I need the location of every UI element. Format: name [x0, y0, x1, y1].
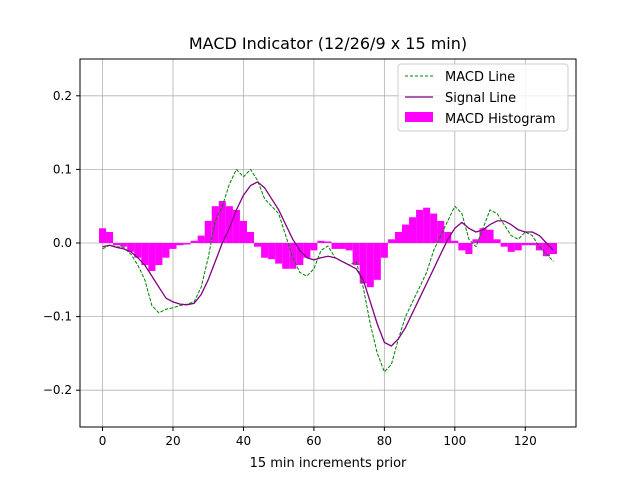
histogram-bar [268, 243, 276, 260]
histogram-bar [514, 243, 522, 251]
histogram-bar [261, 243, 269, 258]
histogram-bar [549, 243, 557, 255]
histogram-bar [317, 240, 325, 243]
histogram-bar [458, 243, 466, 251]
histogram-bar [507, 243, 515, 252]
x-tick-label: 20 [165, 434, 180, 448]
histogram-bar [479, 228, 487, 243]
histogram-bar [282, 243, 290, 269]
histogram-bar [345, 243, 353, 251]
histogram-bar [366, 243, 374, 288]
histogram-bar [500, 243, 508, 247]
histogram-bar [331, 243, 339, 249]
histogram-bar [99, 228, 107, 243]
y-tick-label: 0.2 [53, 89, 72, 103]
histogram-bar [352, 243, 360, 266]
histogram-bar [113, 243, 121, 246]
histogram-bar [289, 243, 297, 269]
legend-histogram-label: MACD Histogram [445, 112, 556, 127]
histogram-bar [401, 224, 410, 243]
histogram-bar [254, 243, 262, 247]
histogram-bar [176, 243, 184, 246]
histogram-bar [444, 231, 452, 243]
histogram-bar [465, 243, 473, 255]
histogram-bar [127, 243, 135, 252]
histogram-bar [134, 243, 142, 258]
histogram-bar [324, 241, 332, 243]
histogram-bar [394, 231, 402, 243]
axis-ticks: 0 20 40 60 80 100 120 −0.2 −0.1 0.0 0.1 0.2 [43, 89, 537, 448]
histogram-bar [246, 231, 255, 243]
x-tick-label: 100 [443, 434, 466, 448]
legend: MACD Line Signal Line MACD Histogram [397, 63, 569, 132]
legend-box [397, 63, 569, 132]
macd-line [102, 168, 554, 373]
histogram-bar [232, 209, 240, 243]
histogram-bar [528, 243, 536, 246]
x-tick-label: 0 [99, 434, 107, 448]
histogram-bar [486, 229, 494, 243]
x-tick-label: 60 [306, 434, 321, 448]
histogram-bar [197, 235, 205, 243]
histogram-bar [493, 239, 501, 243]
histogram-bar [275, 243, 283, 264]
histogram-bar [303, 243, 311, 258]
histogram-bar [190, 240, 198, 243]
histogram-bar [204, 220, 212, 243]
histogram-bar [218, 201, 226, 243]
histogram-bar [542, 243, 550, 257]
histogram-bar [148, 243, 156, 271]
legend-signal-label: Signal Line [445, 91, 516, 106]
legend-macd-label: MACD Line [445, 70, 515, 85]
histogram-bars [99, 201, 557, 288]
histogram-bar [239, 220, 247, 243]
histogram-bar [183, 243, 191, 245]
histogram-bar [120, 243, 128, 247]
histogram-bar [409, 217, 417, 243]
histogram-bar [416, 209, 424, 243]
y-tick-label: 0.1 [53, 162, 72, 176]
y-tick-label: 0.0 [53, 236, 72, 250]
histogram-bar [141, 243, 149, 266]
x-tick-label: 40 [236, 434, 251, 448]
histogram-bar [162, 243, 170, 258]
y-tick-label: −0.1 [43, 310, 72, 324]
histogram-bar [106, 231, 114, 243]
x-tick-label: 80 [377, 434, 392, 448]
x-axis-label: 15 min increments prior [250, 456, 407, 471]
histogram-bar [169, 243, 177, 249]
histogram-bar [380, 243, 388, 258]
histogram-bar [338, 243, 346, 249]
series-lines [102, 168, 554, 373]
histogram-bar [310, 243, 318, 251]
histogram-bar [211, 206, 219, 243]
y-tick-label: −0.2 [43, 383, 72, 397]
histogram-bar [359, 243, 367, 284]
histogram-bar [155, 243, 163, 266]
histogram-bar [373, 243, 381, 280]
x-tick-label: 120 [514, 434, 537, 448]
chart-title: MACD Indicator (12/26/9 x 15 min) [189, 34, 467, 53]
histogram-bar [296, 243, 304, 266]
histogram-bar [430, 213, 438, 243]
histogram-bar [451, 240, 459, 243]
legend-histogram-swatch [405, 112, 433, 122]
histogram-bar [521, 243, 529, 246]
histogram-bar [225, 206, 233, 243]
histogram-bar [437, 220, 445, 243]
histogram-bar [472, 239, 480, 243]
histogram-bar [423, 207, 431, 243]
signal-line [102, 181, 554, 347]
histogram-bar [387, 239, 395, 243]
